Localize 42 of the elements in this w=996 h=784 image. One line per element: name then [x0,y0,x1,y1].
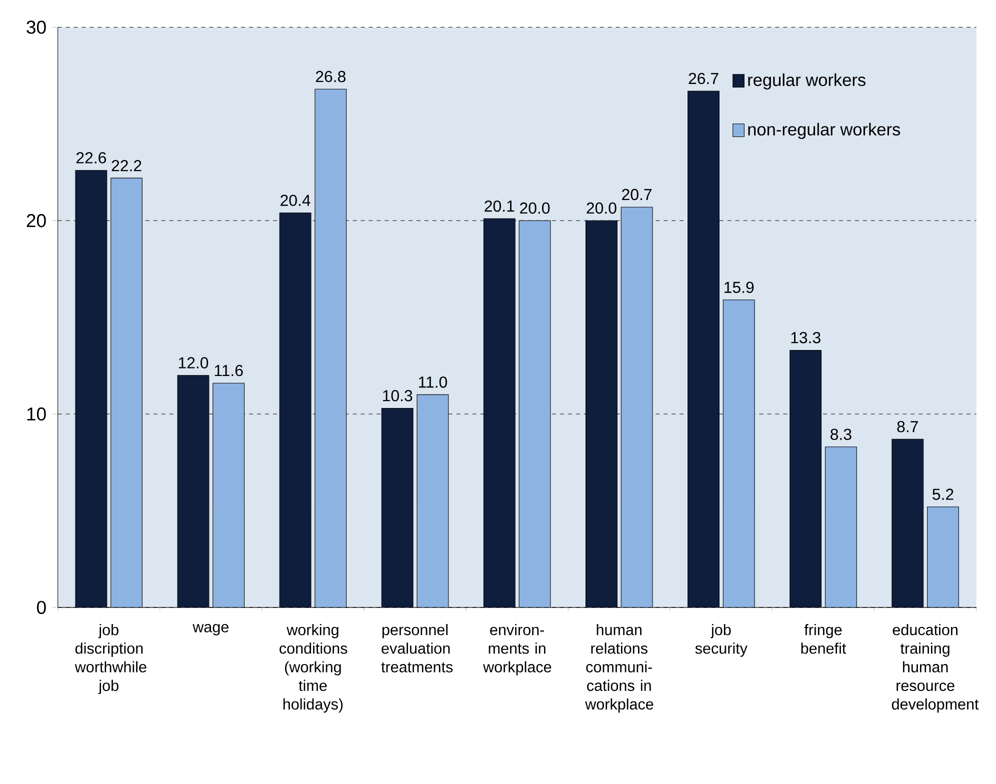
bar [314,89,346,608]
bar [110,178,142,608]
x-tick-label: job discription worthwhile job [74,624,146,694]
bar [723,300,755,608]
bar [212,383,244,608]
data-label: 20.0 [586,202,616,214]
data-label: 20.4 [280,194,310,206]
x-tick-label: working conditions (working time holidays) [280,624,348,713]
data-label: 8.7 [897,420,918,432]
data-label: 20.1 [484,200,514,212]
bar [621,207,653,608]
bar [825,446,857,608]
bar [519,220,550,608]
data-label: 11.6 [214,364,243,376]
data-label: 22.2 [112,160,142,172]
legend-label: regular workers [748,73,866,90]
data-label: 26.7 [688,72,718,84]
x-tick-label: education training human resource development [892,624,979,713]
data-label: 15.9 [724,282,754,294]
y-tick-label: 20 [26,214,46,228]
data-label: 10.3 [383,390,412,402]
y-tick-label: 30 [26,20,46,34]
x-tick-label: personnel evaluation treatments [381,624,453,672]
x-tick-label: environ-ments in workplace [483,624,552,676]
data-label: 13.3 [791,332,820,344]
data-label: 12.0 [178,357,208,368]
bar [417,394,448,608]
y-tick-label: 0 [36,600,46,614]
data-label: 5.2 [932,488,954,500]
x-tick-label: human relations communi-cations in workplace [585,624,654,713]
x-tick-label: wage [192,624,228,636]
data-label: 22.6 [76,152,106,164]
data-label: 11.0 [419,376,448,388]
data-label: 8.3 [830,428,852,440]
y-tick-label: 10 [27,407,46,421]
legend-label: non-regular workers [748,122,900,139]
bar [927,506,959,608]
x-tick-label: fringe benefit [801,624,846,654]
data-label: 20.0 [520,202,550,214]
data-label: 26.8 [316,70,346,82]
x-tick-label: job security [695,624,748,657]
data-label: 20.7 [622,188,652,200]
